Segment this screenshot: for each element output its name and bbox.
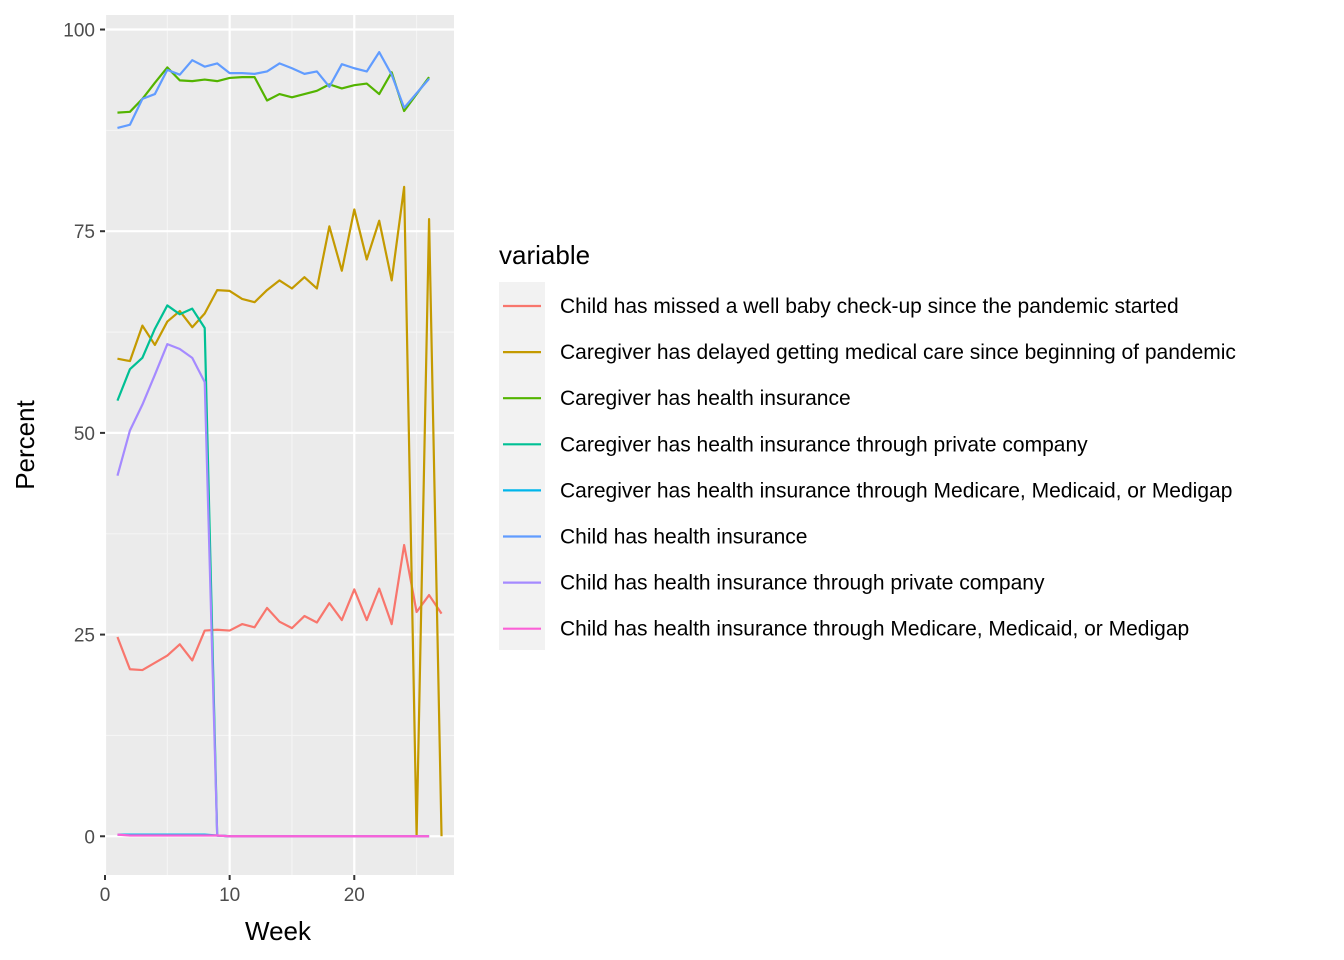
series-line-6 [117,51,430,130]
series-line-2 [117,185,443,838]
legend-label-2: Caregiver has delayed getting medical ca… [560,341,1236,364]
legend: variable Child has missed a well baby ch… [499,240,1236,650]
y-tick-label: 100 [63,21,95,42]
x-tick-label: 0 [100,885,111,906]
y-axis-title: Percent [10,399,40,489]
y-tick-label: 0 [84,827,95,848]
legend-label-1: Child has missed a well baby check-up si… [560,295,1179,318]
legend-label-3: Caregiver has health insurance [560,387,851,410]
series-line-1 [116,543,443,672]
y-axis: 0 25 50 75 100 [63,21,105,848]
x-axis: 0 10 20 [100,875,365,906]
legend-label-4: Caregiver has health insurance through p… [560,433,1088,456]
series-lines [116,51,443,838]
legend-label-7: Child has health insurance through priva… [560,572,1045,595]
plot-panel [105,15,454,875]
series-line-8 [117,833,430,838]
y-tick-label: 50 [74,424,95,445]
legend-items: Child has missed a well baby check-up si… [503,295,1236,641]
x-axis-title: Week [245,916,312,946]
legend-title: variable [499,240,590,270]
legend-label-5: Caregiver has health insurance through M… [560,479,1232,502]
x-tick-label: 10 [219,885,240,906]
grid-minor-lines [105,15,454,875]
legend-label-6: Child has health insurance [560,526,808,549]
legend-keys-background [499,282,545,650]
y-tick-label: 25 [74,626,95,647]
grid-major-lines [103,15,454,875]
legend-label-8: Child has health insurance through Medic… [560,618,1189,641]
y-tick-label: 75 [74,222,95,243]
x-tick-label: 20 [344,885,365,906]
